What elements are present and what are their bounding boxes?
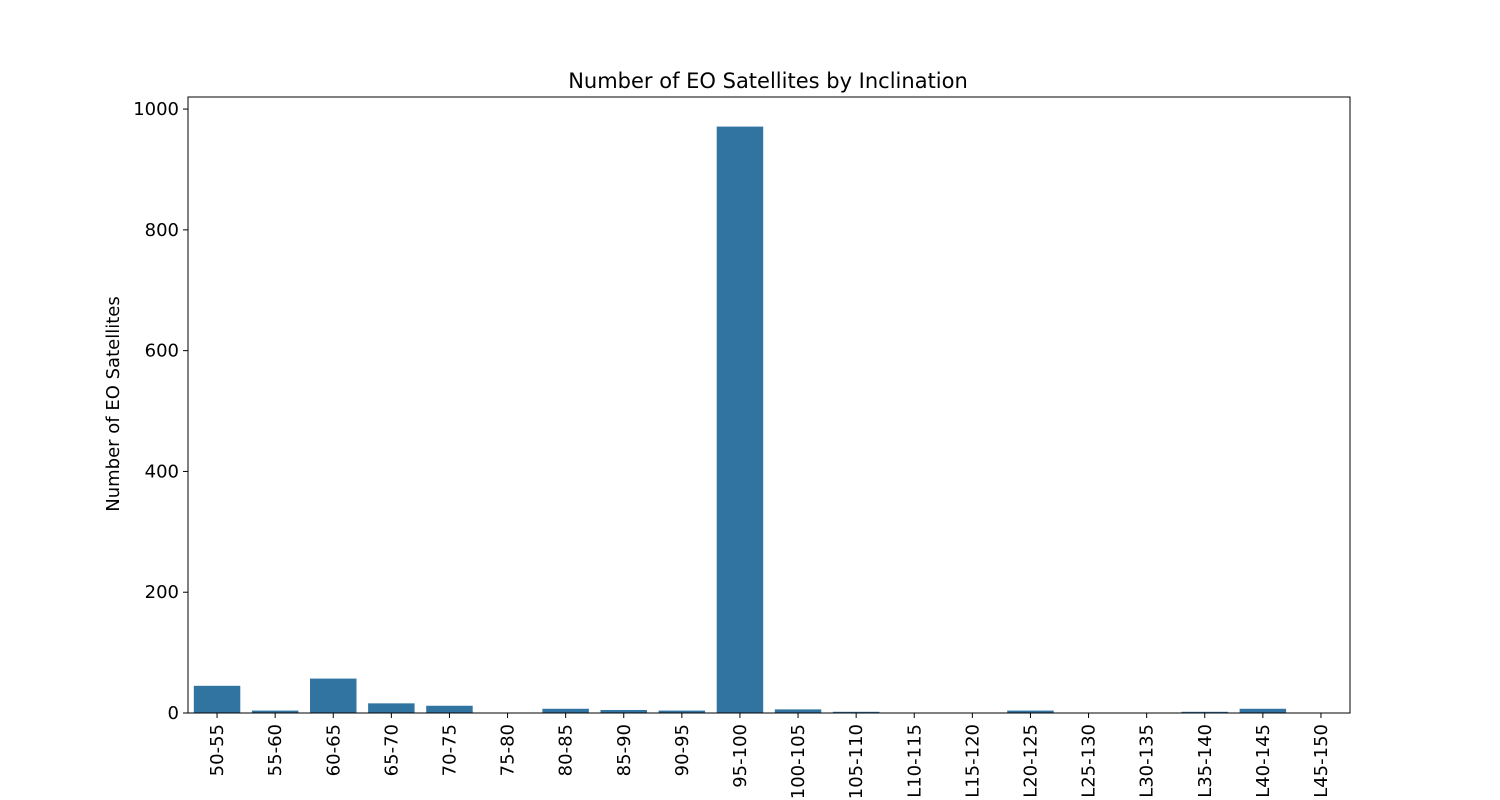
x-tick-label: L35-140: [1195, 724, 1216, 798]
x-tick-label: 80-85: [556, 724, 577, 776]
x-tick-label: 105-110: [846, 724, 867, 799]
x-tick-label: L30-135: [1137, 724, 1158, 798]
bar-135-140: [1181, 711, 1228, 713]
x-tick-label: 90-95: [672, 724, 693, 776]
bars-group: [193, 126, 1287, 714]
bar-140-145: [1239, 708, 1287, 713]
x-tick-label: 50-55: [207, 724, 228, 776]
x-tick-label: L45-150: [1311, 724, 1332, 798]
bar-70-75: [426, 705, 473, 713]
bar-90-95: [658, 710, 706, 713]
x-tick-label: 60-65: [323, 724, 344, 776]
bar-65-70: [368, 703, 415, 713]
bar-100-105: [774, 709, 822, 713]
y-axis-title: Number of EO Satellites: [103, 296, 124, 511]
x-tick-label: 100-105: [788, 724, 809, 799]
x-tick-label: 75-80: [498, 724, 519, 776]
x-tick-label: L10-115: [904, 724, 925, 798]
bar-80-85: [542, 708, 589, 713]
y-tick-label: 200: [145, 582, 179, 603]
y-tick-label: 1000: [133, 99, 179, 120]
bar-95-100: [716, 126, 764, 714]
x-tick-label: L40-145: [1253, 724, 1274, 798]
chart-title: Number of EO Satellites by Inclination: [568, 69, 968, 93]
x-tick-label: 70-75: [439, 724, 460, 776]
bar-120-125: [1007, 710, 1054, 713]
y-axis: 0 200 400 600 800 1000: [133, 99, 188, 724]
x-tick-label: L25-130: [1079, 724, 1100, 798]
plot-frame: [187, 96, 1351, 714]
x-tick-label: 65-70: [381, 724, 402, 776]
x-tick-label: 55-60: [265, 724, 286, 776]
y-tick-label: 400: [145, 461, 179, 482]
bar-55-60: [251, 710, 299, 713]
bar-105-110: [832, 711, 880, 713]
bar-85-90: [600, 709, 647, 713]
y-tick-label: 600: [145, 341, 179, 362]
x-tick-label: 85-90: [614, 724, 635, 776]
x-tick-label: 95-100: [730, 724, 751, 788]
x-tick-label: L20-125: [1020, 724, 1041, 798]
y-tick-label: 800: [145, 220, 179, 241]
x-tick-label: L15-120: [962, 724, 983, 798]
x-axis: 50-55 55-60 60-65 65-70 70-75 75-80 80-85 85-90…: [207, 713, 1332, 799]
bar-50-55: [193, 685, 241, 713]
bar-60-65: [310, 678, 357, 713]
y-tick-label: 0: [168, 703, 179, 724]
